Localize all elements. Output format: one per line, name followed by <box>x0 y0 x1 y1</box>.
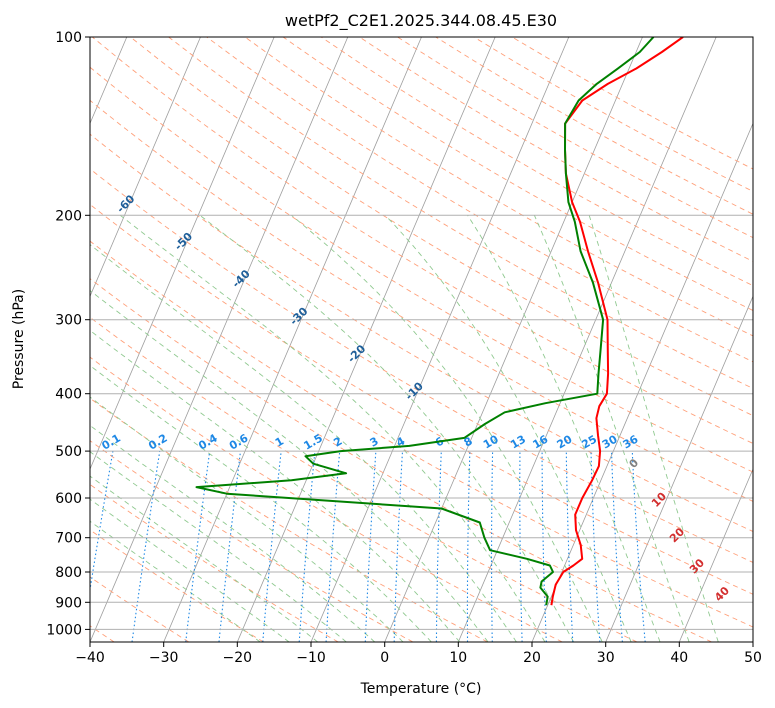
x-tick-label: 0 <box>380 650 389 666</box>
moist-adiabat-line <box>199 214 574 642</box>
y-axis: 100 200 300 400 500 600 700 800 900 1000 <box>46 30 90 638</box>
dry-adiabat-line <box>90 66 753 473</box>
y-tick-label: 800 <box>55 565 82 581</box>
x-axis-label: Temperature (°C) <box>360 681 482 697</box>
mixing-ratio-line <box>631 451 646 642</box>
dry-adiabat-line <box>90 240 753 628</box>
y-tick-label: 200 <box>55 208 82 224</box>
dry-adiabat-line <box>90 483 339 642</box>
x-tick-label: 10 <box>449 650 467 666</box>
dry-adiabat-line <box>90 440 414 642</box>
x-tick-label: −40 <box>75 650 105 666</box>
isotherm-line <box>90 37 201 298</box>
y-axis-label: Pressure (hPa) <box>11 289 27 389</box>
mixing-ratio-line <box>131 451 161 642</box>
isotherm-line <box>678 468 753 642</box>
y-tick-label: 900 <box>55 595 82 611</box>
mixing-ratio-line <box>298 451 316 642</box>
y-tick-label: 100 <box>55 30 82 46</box>
dewpoint-line <box>195 37 655 606</box>
mixing-ratio-line <box>185 451 211 642</box>
x-tick-label: 50 <box>744 650 762 666</box>
y-tick-label: 700 <box>55 531 82 547</box>
isotherm-line <box>605 295 753 642</box>
x-tick-label: −20 <box>223 650 253 666</box>
moist-adiabat-line <box>90 289 489 642</box>
isotherm-line <box>236 37 496 642</box>
x-tick-label: −30 <box>149 650 179 666</box>
dry-adiabat-line <box>90 203 753 595</box>
y-tick-label: 500 <box>55 444 82 460</box>
moist-adiabat-line <box>120 214 546 642</box>
chart-title: wetPf2_C2E1.2025.344.08.45.E30 <box>285 11 557 31</box>
moist-adiabat-line <box>90 498 290 642</box>
x-tick-label: −10 <box>296 650 326 666</box>
dry-adiabat-line <box>206 37 753 363</box>
background-lines <box>90 37 753 642</box>
isotherm-line <box>531 122 753 642</box>
y-tick-label: 300 <box>55 313 82 329</box>
moist-adiabat-line <box>384 214 632 642</box>
moist-adiabat-line <box>467 215 661 642</box>
isotherm-line <box>90 37 349 642</box>
moist-adiabat-line <box>90 396 404 642</box>
mixing-ratio-line <box>90 451 114 594</box>
y-tick-label: 600 <box>55 491 82 507</box>
dry-adiabat-line <box>90 168 753 563</box>
dry-adiabat-line <box>130 37 753 417</box>
y-tick-label: 400 <box>55 387 82 403</box>
moist-adiabat-line <box>90 243 517 642</box>
plot-frame <box>89 36 754 643</box>
moist-adiabat-line <box>90 365 432 642</box>
x-tick-label: 30 <box>597 650 615 666</box>
pressure-grid <box>90 37 753 630</box>
y-tick-label: 1000 <box>46 622 82 638</box>
x-tick-label: 40 <box>670 650 688 666</box>
moist-adiabat-line <box>90 329 461 642</box>
isotherm-line <box>384 37 643 642</box>
isotherm-line <box>163 37 422 642</box>
moist-adiabat-line <box>90 475 319 642</box>
dry-adiabat-line <box>90 133 753 532</box>
moist-adiabat-line <box>90 520 261 642</box>
mixing-ratio-line <box>262 451 282 642</box>
series-group <box>195 37 684 606</box>
isotherm-line <box>90 37 275 471</box>
dry-adiabat-line <box>90 356 563 642</box>
moist-adiabat-line <box>90 424 376 642</box>
moist-adiabat-line <box>588 215 719 642</box>
moist-adiabat-line <box>533 215 690 642</box>
dry-adiabat-line <box>90 397 488 642</box>
dry-adiabat-line <box>282 37 753 311</box>
background-labels: 0.10.20.40.611.52346810131620253036-100-… <box>99 192 732 604</box>
moist-adiabat-line <box>291 214 603 642</box>
x-axis: −40 −30 −20 −10 0 10 20 30 40 50 <box>75 642 762 666</box>
isotherm-line <box>457 37 717 642</box>
x-tick-label: 20 <box>523 650 541 666</box>
